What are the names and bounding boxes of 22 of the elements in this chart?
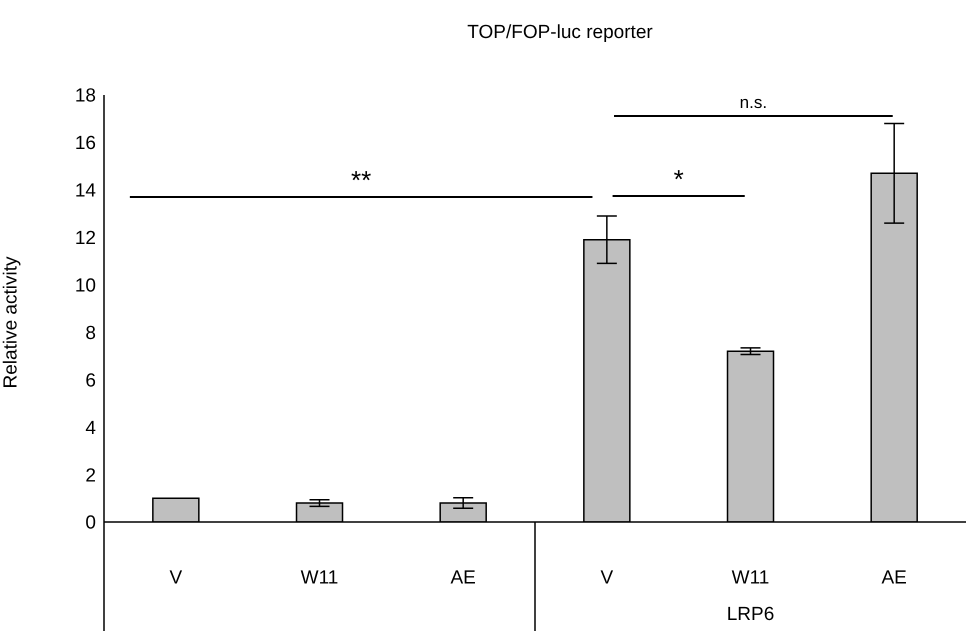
x-tick-label: V	[169, 567, 182, 588]
x-tick-label: AE	[450, 567, 476, 588]
x-tick-label: AE	[881, 567, 907, 588]
y-tick-label: 12	[74, 228, 96, 250]
y-tick-label: 4	[85, 418, 96, 439]
y-tick-label: 0	[85, 512, 96, 534]
y-tick-label: 8	[85, 322, 96, 344]
x-tick-label: W11	[732, 567, 770, 588]
y-tick-label: 14	[74, 180, 96, 202]
y-tick-label: 18	[74, 86, 96, 107]
x-tick-label: W11	[300, 567, 338, 588]
y-tick-label: 2	[85, 465, 96, 486]
y-tick-label: 10	[74, 276, 96, 297]
annotation: **	[351, 165, 372, 195]
y-tick-label: 6	[85, 370, 96, 392]
y-tick-label: 16	[74, 133, 96, 154]
y-axis-title: Relative activity	[0, 256, 22, 388]
text: LRP6	[726, 604, 774, 625]
chart-title: TOP/FOP-luc reporter	[467, 22, 653, 44]
annotation: *	[674, 164, 684, 194]
x-tick-label: V	[600, 567, 614, 588]
annotation: n.s.	[740, 93, 768, 112]
